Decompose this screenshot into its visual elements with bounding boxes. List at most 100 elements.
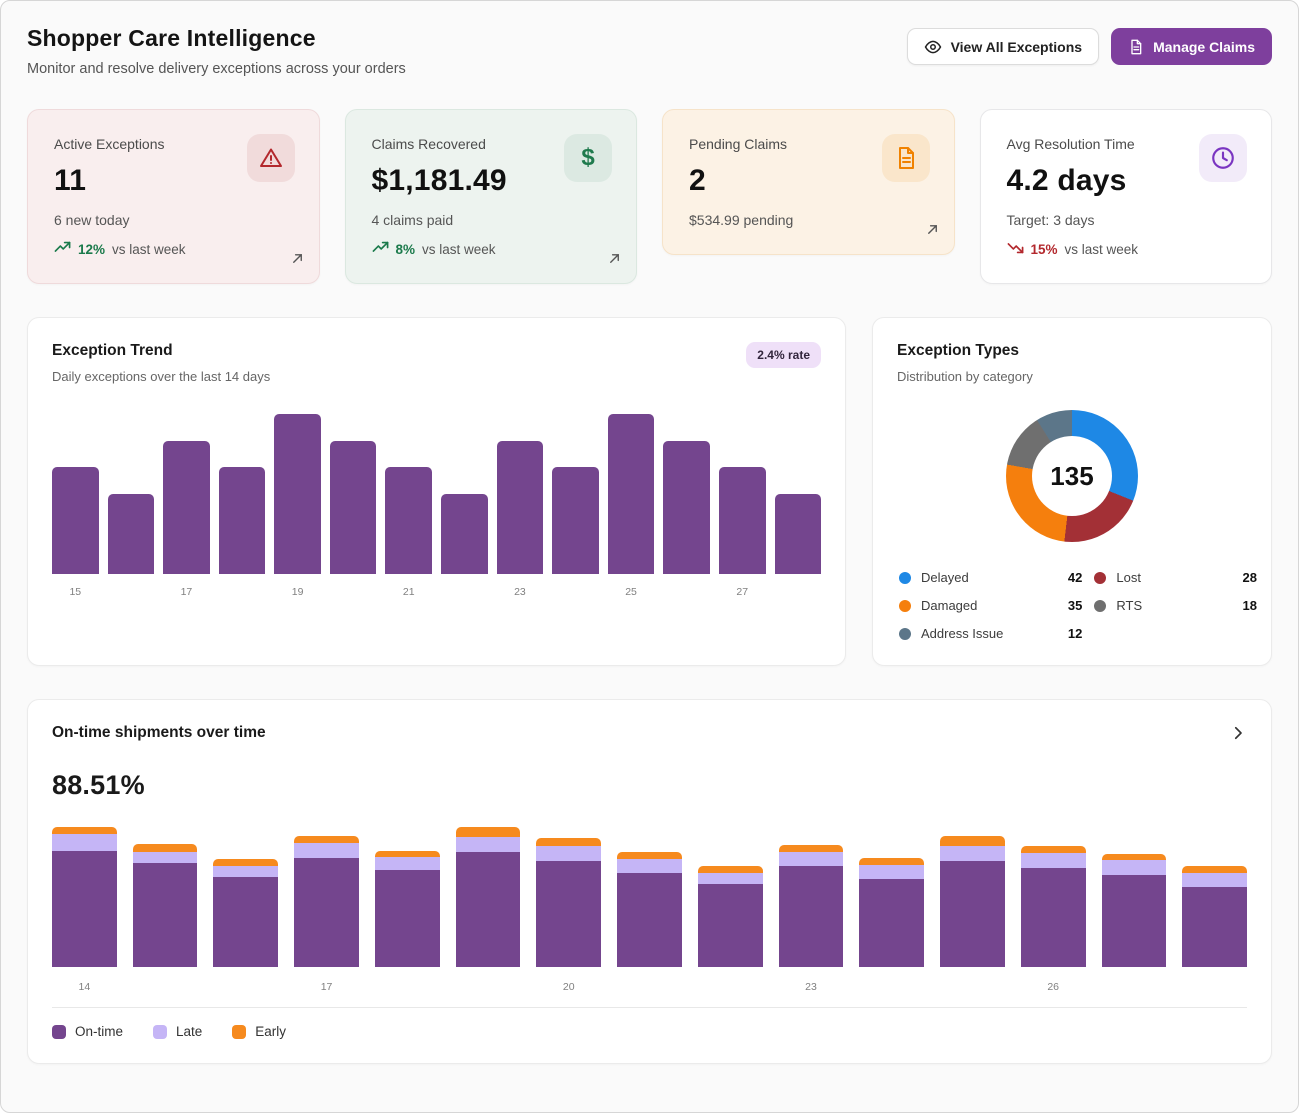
stacked-x-label: 23 (779, 967, 844, 993)
bar-segment-early (1182, 866, 1247, 873)
legend-dot-icon (1094, 600, 1106, 612)
stat-card-avg-resolution-time[interactable]: Avg Resolution Time 4.2 days Target: 3 d… (980, 109, 1273, 284)
bar-segment-on-time (52, 851, 117, 967)
trend-bar (719, 467, 766, 574)
stacked-bar-column (133, 827, 198, 993)
stacked-bar-column (859, 827, 924, 993)
legend-value: 18 (1243, 598, 1257, 613)
stacked-x-label (1102, 967, 1167, 993)
legend-dot-icon (899, 628, 911, 640)
legend-item: RTS18 (1094, 598, 1257, 613)
bar-segment-early (294, 836, 359, 843)
chevron-right-icon[interactable] (1229, 724, 1247, 742)
trend-x-label (775, 574, 822, 598)
bar-segment-early (617, 852, 682, 859)
exception-trend-title: Exception Trend (52, 342, 270, 360)
trend-x-label (663, 574, 710, 598)
trend-x-label: 19 (274, 574, 321, 598)
stat-subtext: 4 claims paid (372, 212, 611, 228)
manage-claims-label: Manage Claims (1153, 39, 1255, 55)
bar-segment-on-time (1021, 868, 1086, 967)
document-icon (1128, 39, 1144, 55)
stat-subtext: 6 new today (54, 212, 293, 228)
legend-item: Address Issue 12 (899, 626, 1082, 641)
legend-label: On-time (75, 1024, 123, 1039)
trending-up-icon (54, 241, 71, 257)
legend-label: Address Issue (921, 626, 1003, 641)
ontime-percentage: 88.51% (52, 770, 1247, 801)
stat-trend: 8% vs last week (372, 241, 611, 257)
stat-subtext: Target: 3 days (1007, 212, 1246, 228)
stat-trend: 15% vs last week (1007, 241, 1246, 257)
trend-bar (52, 467, 99, 574)
open-arrow-icon (607, 251, 622, 271)
trend-bar (663, 441, 710, 574)
trend-x-label (219, 574, 266, 598)
trend-text: vs last week (422, 242, 496, 257)
legend-dot-icon (899, 600, 911, 612)
bar-segment-on-time (617, 873, 682, 967)
legend-value: 12 (1068, 626, 1082, 641)
bar-segment-on-time (698, 884, 763, 967)
dollar-icon: $ (564, 134, 612, 182)
trend-x-label (108, 574, 155, 598)
bar-segment-early (1021, 846, 1086, 853)
trend-bar (163, 441, 210, 574)
bar-segment-late (52, 834, 117, 851)
stacked-x-label: 17 (294, 967, 359, 993)
stacked-x-label: 20 (536, 967, 601, 993)
stacked-bar-column (940, 827, 1005, 993)
stacked-x-label (375, 967, 440, 993)
bar-segment-late (133, 852, 198, 863)
stacked-bar-column: 26 (1021, 827, 1086, 993)
bar-segment-on-time (375, 870, 440, 967)
manage-claims-button[interactable]: Manage Claims (1111, 28, 1272, 65)
stacked-bar-column (375, 827, 440, 993)
bar-segment-late (779, 852, 844, 866)
trend-bar-column: 17 (163, 414, 210, 598)
header-actions: View All Exceptions Manage Claims (907, 28, 1272, 65)
exception-types-panel: Exception Types Distribution by category… (872, 317, 1272, 666)
clock-icon (1199, 134, 1247, 182)
bar-segment-early (213, 859, 278, 866)
stacked-bar-column: 20 (536, 827, 601, 993)
ontime-title: On-time shipments over time (52, 724, 266, 742)
bar-segment-early (52, 827, 117, 834)
trend-bar (441, 494, 488, 574)
bar-segment-late (859, 865, 924, 879)
dashboard-page: Shopper Care Intelligence Monitor and re… (0, 0, 1299, 1113)
trend-bar-column: 19 (274, 414, 321, 598)
view-all-exceptions-button[interactable]: View All Exceptions (907, 28, 1100, 65)
stacked-bar-column (1182, 827, 1247, 993)
trend-bar (608, 414, 655, 574)
legend-label: Lost (1116, 570, 1141, 585)
stat-card-pending-claims[interactable]: Pending Claims 2 $534.99 pending (662, 109, 955, 255)
bar-segment-on-time (859, 879, 924, 967)
stat-trend: 12% vs last week (54, 241, 293, 257)
trend-bar-column: 15 (52, 414, 99, 598)
ontime-shipments-panel: On-time shipments over time 88.51% 14 17 2… (27, 699, 1272, 1064)
trend-x-label: 27 (719, 574, 766, 598)
bar-segment-late (1182, 873, 1247, 887)
trend-x-label: 17 (163, 574, 210, 598)
stacked-bar-column (617, 827, 682, 993)
legend-item: Delayed42 (899, 570, 1082, 585)
stat-card-active-exceptions[interactable]: Active Exceptions 11 6 new today 12% vs … (27, 109, 320, 284)
stacked-x-label: 26 (1021, 967, 1086, 993)
stacked-x-label: 14 (52, 967, 117, 993)
trend-bar-column (775, 414, 822, 598)
stacked-bar-column (456, 827, 521, 993)
stat-card-claims-recovered[interactable]: Claims Recovered $ $1,181.49 4 claims pa… (345, 109, 638, 284)
trending-up-icon (372, 241, 389, 257)
legend-label: Damaged (921, 598, 977, 613)
ontime-stacked-bar-chart: 14 17 20 23 26 (52, 827, 1247, 993)
stacked-x-label (859, 967, 924, 993)
trend-x-label (330, 574, 377, 598)
trend-x-label: 25 (608, 574, 655, 598)
ontime-header: On-time shipments over time (52, 724, 1247, 742)
trend-bar-column (219, 414, 266, 598)
stacked-bar-column: 14 (52, 827, 117, 993)
trend-bar-column (330, 414, 377, 598)
header-titles: Shopper Care Intelligence Monitor and re… (27, 25, 406, 77)
exception-trend-panel: Exception Trend Daily exceptions over th… (27, 317, 846, 666)
